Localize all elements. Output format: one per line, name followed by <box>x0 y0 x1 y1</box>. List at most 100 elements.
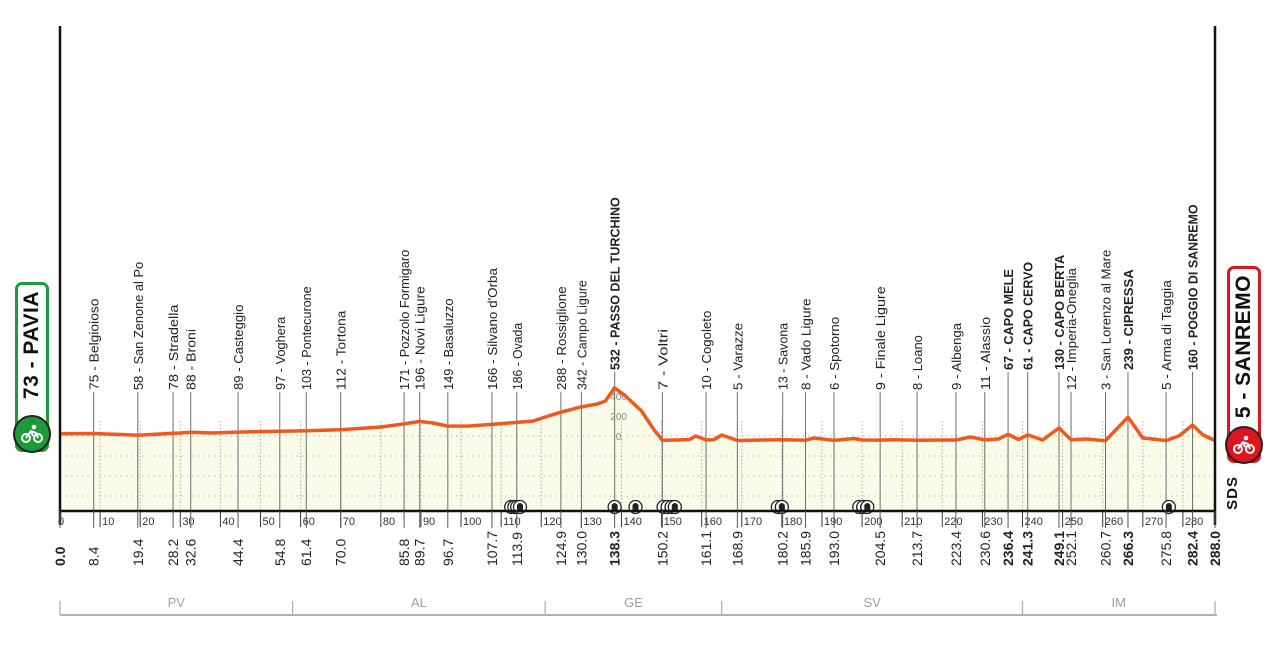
km-tick-label: 170 <box>744 516 762 528</box>
waypoint-km-label: 130.0 <box>573 531 589 566</box>
waypoint-label: 171 - Pozzolo Formigaro <box>397 250 412 390</box>
waypoint-km-label: 252.1 <box>1063 531 1079 566</box>
km-tick-label: 270 <box>1145 516 1163 528</box>
cyclist-icon <box>1225 426 1263 464</box>
tunnel-icon-glyph <box>1165 503 1172 510</box>
waypoint-km-label: 193.0 <box>826 531 842 566</box>
waypoint-label: 89 - Casteggio <box>231 305 246 390</box>
km-tick-label: 190 <box>824 516 842 528</box>
waypoint-label: 13 - Savona <box>776 322 791 390</box>
waypoint-km-label: 249.1 <box>1051 531 1067 566</box>
province-label: IM <box>1112 595 1126 610</box>
waypoint-label: 3 - San Lorenzo al Mare <box>1099 250 1114 390</box>
waypoint-km-label: 124.9 <box>553 531 569 566</box>
waypoint-km-label: 180.2 <box>775 531 791 566</box>
km-tick-label: 50 <box>263 516 275 528</box>
waypoint-km-label: 168.9 <box>729 531 745 566</box>
waypoint-label: 288 - Rossiglione <box>554 286 569 390</box>
finish-badge: 5 - SANREMO <box>1225 266 1263 464</box>
km-tick-label: 60 <box>303 516 315 528</box>
waypoint-km-label: 8.4 <box>86 546 102 566</box>
waypoint-km-label: 288.0 <box>1207 531 1223 566</box>
waypoint-km-label: 85.8 <box>396 539 412 566</box>
waypoint-label: 10 - Cogoleto <box>699 311 714 390</box>
waypoint-km-label: 138.3 <box>607 531 623 566</box>
cyclist-icon <box>13 415 51 453</box>
waypoint-label: 9 - Finale Ligure <box>873 286 888 390</box>
km-tick-label: 280 <box>1185 516 1203 528</box>
waypoint-km-label: 54.8 <box>272 539 288 566</box>
start-badge: 73 - PAVIA <box>13 282 51 453</box>
waypoint-km-label: 70.0 <box>333 539 349 566</box>
km-tick-label: 200 <box>864 516 882 528</box>
waypoint-label: 186 - Ovada <box>510 322 525 390</box>
km-tick-label: 230 <box>984 516 1002 528</box>
waypoint-km-label: 96.7 <box>440 539 456 566</box>
waypoint-label: 103 - Pontecurone <box>299 286 314 390</box>
waypoint-km-label: 150.2 <box>654 531 670 566</box>
profile-line <box>59 386 1216 443</box>
km-tick-label: 20 <box>142 516 154 528</box>
elevation-tick-label: 0 <box>616 432 622 443</box>
elevation-tick-label: 200 <box>610 412 627 423</box>
km-tick-label: 130 <box>583 516 601 528</box>
waypoint-km-label: 185.9 <box>798 531 814 566</box>
waypoint-km-label: 161.1 <box>698 531 714 566</box>
waypoint-label: 67 - CAPO MELE <box>1001 269 1016 370</box>
start-label: 73 - PAVIA <box>20 291 43 400</box>
waypoint-km-label: 213.7 <box>909 531 925 566</box>
km-tick-label: 10 <box>102 516 114 528</box>
sds-logo: SDS <box>1224 476 1241 510</box>
km-tick-label: 80 <box>383 516 395 528</box>
waypoint-label: 532 - PASSO DEL TURCHINO <box>608 197 623 370</box>
km-tick-label: 150 <box>664 516 682 528</box>
waypoint-label: 88 - Broni <box>184 329 199 390</box>
waypoint-label: 149 - Basaluzzo <box>441 299 456 391</box>
km-tick-label: 160 <box>704 516 722 528</box>
waypoint-label: 11 - Alassio <box>978 317 993 390</box>
km-tick-label: 210 <box>904 516 922 528</box>
waypoint-km-label: 89.7 <box>412 539 428 566</box>
profile-fill <box>60 387 1215 511</box>
province-label: SV <box>863 595 881 610</box>
tunnel-icon-glyph <box>671 503 678 510</box>
waypoint-km-label: 230.6 <box>977 531 993 566</box>
waypoint-km-label: 241.3 <box>1020 531 1036 566</box>
tunnel-icon-glyph <box>516 503 523 510</box>
waypoint-label: 61 - CAPO CERVO <box>1021 262 1036 370</box>
waypoint-km-label: 28.2 <box>165 539 181 566</box>
waypoint-km-label: 19.4 <box>130 539 146 566</box>
waypoint-label: 97 - Voghera <box>273 316 288 390</box>
waypoint-km-label: 260.7 <box>1098 531 1114 566</box>
km-tick-label: 40 <box>222 516 234 528</box>
province-label: PV <box>168 595 186 610</box>
waypoint-label: 166 - Silvano d'Orba <box>485 267 500 390</box>
waypoint-label: 5 - Varazze <box>730 323 745 390</box>
waypoint-label: 196 - Novi Ligure <box>413 286 428 390</box>
waypoint-label: 75 - Belgioioso <box>87 299 102 391</box>
waypoint-km-label: 275.8 <box>1158 531 1174 566</box>
waypoint-km-label: 113.9 <box>509 532 525 566</box>
waypoint-label: 112 - Tortona <box>334 310 349 390</box>
province-label: GE <box>624 595 643 610</box>
km-tick-label: 180 <box>784 516 802 528</box>
tunnel-icon-glyph <box>864 503 871 510</box>
waypoint-km-label: 282.4 <box>1185 531 1201 566</box>
waypoint-label: 58 - San Zenone al Po <box>131 262 146 390</box>
km-tick-label: 70 <box>343 516 355 528</box>
waypoint-label: 5 - Arma di Taggia <box>1159 279 1174 390</box>
tunnel-icon-glyph <box>632 503 639 510</box>
km-tick-label: 250 <box>1065 516 1083 528</box>
waypoint-label: 239 - CIPRESSA <box>1121 269 1136 370</box>
waypoint-label: 6 - Spotorno <box>827 317 842 390</box>
km-tick-label: 220 <box>944 516 962 528</box>
waypoint-km-label: 266.3 <box>1120 531 1136 566</box>
tunnel-icon-glyph <box>611 503 618 510</box>
km-tick-label: 0 <box>58 516 64 528</box>
province-label: AL <box>411 595 427 610</box>
waypoint-label: 12 - Imperia-Oneglia <box>1064 267 1079 390</box>
waypoint-label: 7 - Voltri <box>655 329 670 390</box>
waypoint-km-label: 107.7 <box>484 531 500 566</box>
